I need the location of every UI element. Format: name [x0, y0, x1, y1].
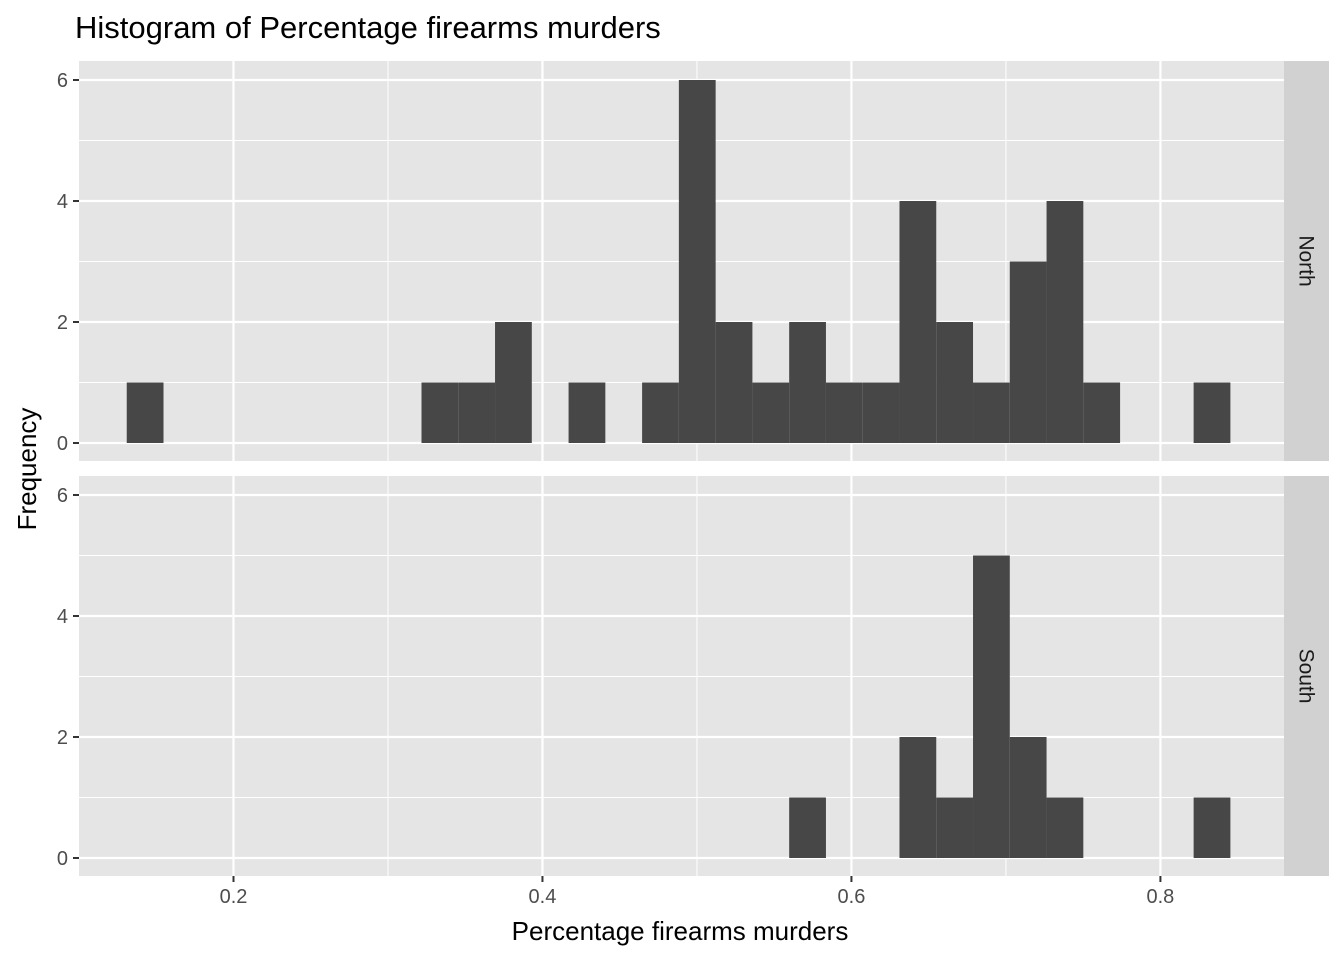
histogram-bar [973, 555, 1010, 858]
panel-south: 0 2 4 6 South [57, 476, 1329, 876]
x-tick-label: 0.8 [1147, 886, 1175, 908]
facet-strip-label: North [1295, 235, 1318, 286]
histogram-bar [642, 382, 679, 443]
x-tick-label: 0.2 [220, 886, 248, 908]
histogram-bar [715, 322, 753, 443]
histogram-bar [973, 382, 1010, 443]
histogram-bar [936, 322, 974, 443]
histogram-bar [862, 382, 900, 443]
y-tick-label: 2 [57, 727, 68, 749]
histogram-bar [678, 80, 716, 443]
histogram-bar [899, 201, 937, 443]
x-tick-label: 0.6 [838, 886, 866, 908]
facet-panels: 0 2 4 6 North 0 2 4 6 South 0.2 0.4 0.6 0.8 [57, 61, 1329, 908]
histogram-bar [789, 322, 826, 443]
panel-north: 0 2 4 6 North [57, 61, 1329, 461]
y-tick-label: 6 [57, 485, 68, 507]
x-tick-label: 0.4 [529, 886, 557, 908]
y-tick-label: 2 [57, 312, 68, 334]
y-tick-label: 0 [57, 433, 68, 455]
histogram-bar [1046, 201, 1084, 443]
y-tick-label: 6 [57, 70, 68, 92]
histogram-bar [1193, 382, 1231, 443]
histogram-bar [421, 382, 459, 443]
y-tick-label: 4 [57, 606, 68, 628]
facet-strip [1284, 476, 1329, 876]
histogram-bar [825, 382, 863, 443]
histogram-bar [1009, 261, 1047, 443]
histogram-bar [899, 737, 937, 858]
histogram-bar [458, 382, 496, 443]
histogram-bar [568, 382, 606, 443]
y-tick-label: 4 [57, 191, 68, 213]
chart-title: Histogram of Percentage firearms murders [75, 10, 661, 45]
histogram-bar [1193, 797, 1231, 858]
histogram-bar [1046, 797, 1084, 858]
histogram-bar [789, 797, 826, 858]
x-axis: 0.2 0.4 0.6 0.8 [220, 876, 1175, 908]
histogram-bar [1083, 382, 1121, 443]
facet-strip [1284, 61, 1329, 461]
histogram-bar [1009, 737, 1047, 858]
facet-strip-label: South [1295, 649, 1318, 704]
histogram-bar [126, 382, 164, 443]
histogram-bar [752, 382, 790, 443]
histogram-bar [495, 322, 532, 443]
y-tick-label: 0 [57, 848, 68, 870]
histogram-bar [936, 797, 974, 858]
y-axis-title: Frequency [12, 408, 42, 531]
x-axis-title: Percentage firearms murders [512, 916, 849, 946]
